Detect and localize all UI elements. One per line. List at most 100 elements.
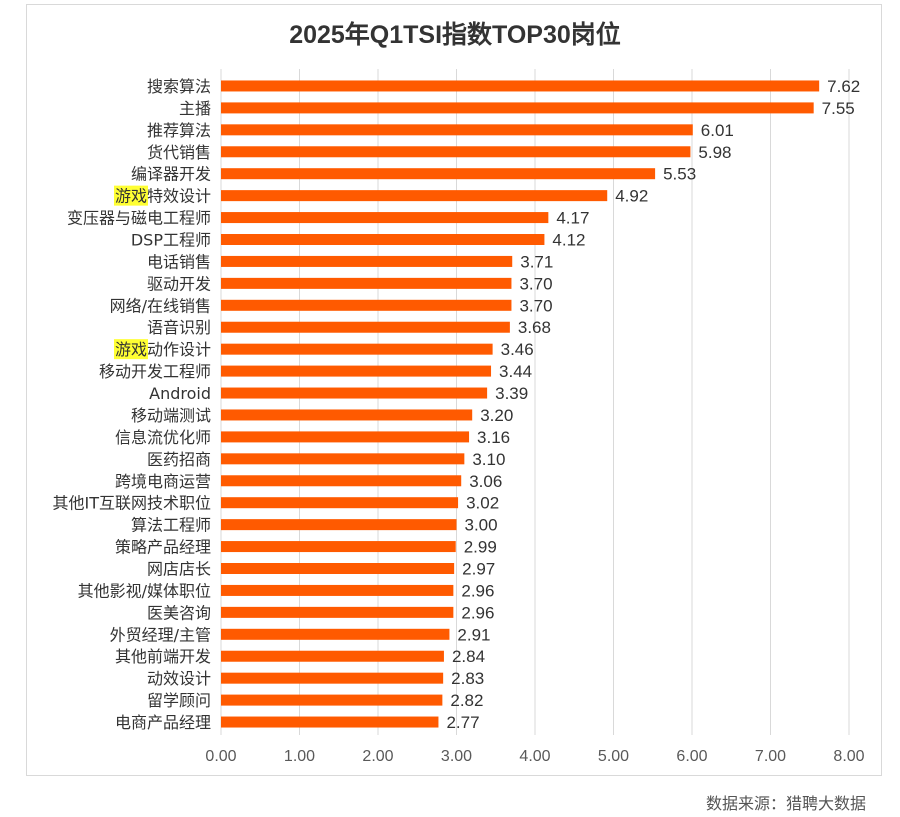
bar xyxy=(221,628,450,640)
value-label: 2.84 xyxy=(452,647,485,666)
category-label: 网络/在线销售 xyxy=(110,296,211,315)
category-label: 推荐算法 xyxy=(147,121,211,140)
category-label: 其他影视/媒体职位 xyxy=(78,581,211,600)
bar xyxy=(221,541,456,553)
category-label: 语音识别 xyxy=(147,318,211,337)
category-label: 游戏动作设计 xyxy=(115,340,211,359)
bar xyxy=(221,453,465,465)
bar xyxy=(221,365,492,377)
bar xyxy=(221,321,510,333)
x-axis-ticks: 0.00 1.00 2.00 3.00 4.00 5.00 6.00 7.00 8.00 xyxy=(205,748,864,765)
bar xyxy=(221,606,454,618)
bar xyxy=(221,475,462,487)
value-label: 5.53 xyxy=(663,165,696,184)
value-label: 2.96 xyxy=(461,581,494,600)
chart-title: 2025年Q1TSI指数TOP30岗位 xyxy=(289,20,621,49)
value-label: 2.97 xyxy=(462,560,495,579)
value-labels: 7.62 7.55 6.01 5.985.53 4.92 4.17 4.12 3.71 3.70… xyxy=(446,77,860,732)
value-label: 5.98 xyxy=(698,143,731,162)
value-label: 3.68 xyxy=(518,318,551,337)
category-label: 算法工程师 xyxy=(131,516,211,535)
value-label: 3.46 xyxy=(501,340,534,359)
category-label: 其他前端开发 xyxy=(115,647,211,666)
value-label: 3.39 xyxy=(495,384,528,403)
value-label: 2.96 xyxy=(461,603,494,622)
bars xyxy=(221,80,820,728)
x-tick-label: 4.00 xyxy=(519,748,550,765)
category-label: 网店店长 xyxy=(147,560,211,579)
bar xyxy=(221,650,444,662)
x-tick-label: 5.00 xyxy=(598,748,629,765)
category-label: 电话销售 xyxy=(147,252,211,271)
x-tick-label: 6.00 xyxy=(676,748,707,765)
data-source: 数据来源：猎聘大数据 xyxy=(705,794,866,813)
x-tick-label: 8.00 xyxy=(833,748,864,765)
bar xyxy=(221,431,470,443)
category-label: 信息流优化师 xyxy=(115,428,211,447)
bar xyxy=(221,672,444,684)
value-label: 7.62 xyxy=(827,77,860,96)
category-label: 其他IT互联网技术职位 xyxy=(53,494,212,513)
bar xyxy=(221,409,473,421)
category-label: 外贸经理/主管 xyxy=(110,625,211,644)
x-tick-label: 2.00 xyxy=(362,748,393,765)
category-label: DSP工程师 xyxy=(131,231,211,250)
category-label: 医美咨询 xyxy=(147,603,211,622)
value-label: 6.01 xyxy=(701,121,734,140)
bar xyxy=(221,80,820,92)
category-label: 移动开发工程师 xyxy=(99,362,211,381)
value-label: 3.71 xyxy=(520,252,553,271)
value-label: 2.99 xyxy=(464,538,497,557)
bar xyxy=(221,190,608,202)
bar xyxy=(221,299,512,311)
value-label: 3.16 xyxy=(477,428,510,447)
bar xyxy=(221,124,693,136)
category-label: 电商产品经理 xyxy=(115,713,211,732)
chart-frame: 2025年Q1TSI指数TOP30岗位 搜索算法主播推荐算法货代销售编译器开发游… xyxy=(26,4,882,776)
category-label: 移动端测试 xyxy=(131,406,211,425)
value-label: 4.12 xyxy=(552,231,585,250)
value-label: 3.70 xyxy=(519,296,552,315)
category-label: 医药招商 xyxy=(147,450,211,469)
category-label: 策略产品经理 xyxy=(115,538,211,557)
category-label: 留学顾问 xyxy=(147,691,211,710)
bar xyxy=(221,146,691,158)
category-label: 主播 xyxy=(179,99,211,118)
bar xyxy=(221,234,545,245)
bar xyxy=(221,168,656,180)
category-label: 跨境电商运营 xyxy=(115,472,211,491)
value-label: 3.06 xyxy=(469,472,502,491)
category-label: 编译器开发 xyxy=(131,165,211,184)
text-highlight xyxy=(113,185,148,206)
value-label: 2.82 xyxy=(450,691,483,710)
value-label: 4.17 xyxy=(556,209,589,228)
category-label: 货代销售 xyxy=(147,143,211,162)
category-label: 变压器与磁电工程师 xyxy=(67,209,211,228)
bar xyxy=(221,519,457,531)
bar xyxy=(221,343,493,355)
value-label: 3.44 xyxy=(499,362,532,381)
category-label: 搜索算法 xyxy=(147,77,211,96)
x-tick-label: 1.00 xyxy=(284,748,315,765)
bar xyxy=(221,277,512,289)
bar-chart: 2025年Q1TSI指数TOP30岗位 搜索算法主播推荐算法货代销售编译器开发游… xyxy=(53,20,865,765)
value-label: 2.77 xyxy=(446,713,479,732)
value-label: 2.91 xyxy=(457,625,490,644)
bar xyxy=(221,102,814,114)
x-tick-label: 7.00 xyxy=(755,748,786,765)
x-tick-label: 0.00 xyxy=(205,748,236,765)
x-tick-label: 3.00 xyxy=(441,748,472,765)
value-label: 2.83 xyxy=(451,669,484,688)
category-label: Android xyxy=(149,384,211,403)
category-label: 动效设计 xyxy=(147,669,211,688)
value-label: 3.70 xyxy=(519,274,552,293)
bar xyxy=(221,255,513,267)
bar xyxy=(221,497,459,509)
bar xyxy=(221,563,455,574)
category-label: 游戏特效设计 xyxy=(115,187,211,206)
category-label: 驱动开发 xyxy=(147,274,211,293)
value-label: 7.55 xyxy=(822,99,855,118)
bar xyxy=(221,212,549,224)
value-label: 3.00 xyxy=(465,516,498,535)
